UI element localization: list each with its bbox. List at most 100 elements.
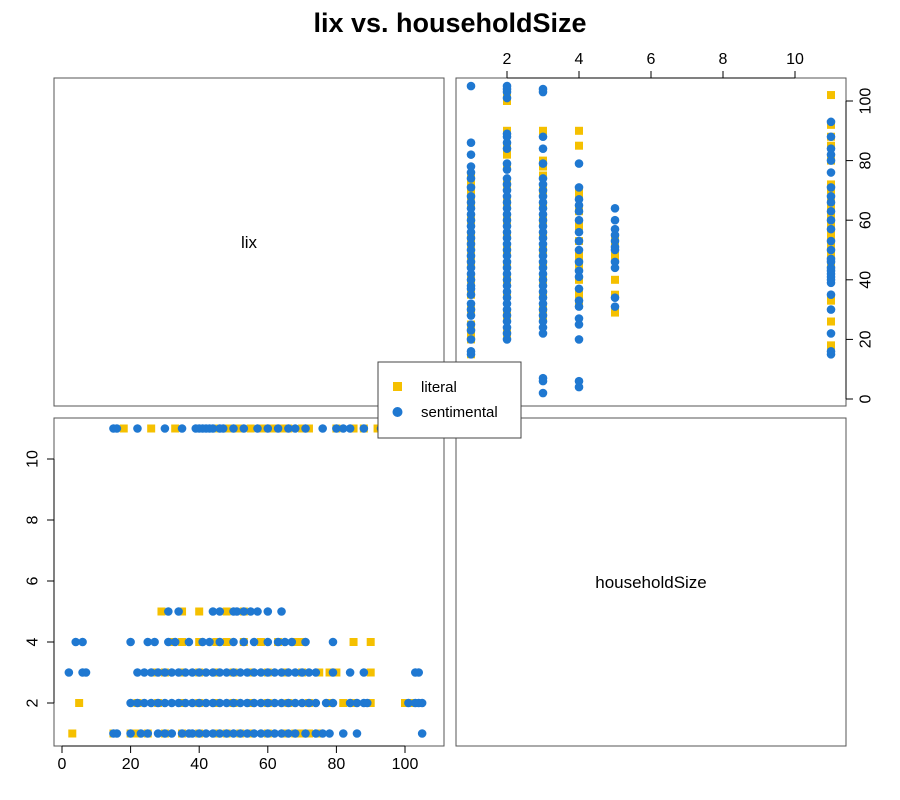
point-sentimental <box>160 698 170 708</box>
right-axis-tick-label: 40 <box>858 271 875 289</box>
point-sentimental <box>167 729 177 738</box>
diagonal-label-lix: lix <box>241 233 258 252</box>
diagonal-label-householdsize: householdSize <box>595 573 707 592</box>
panel-lix-diagonal <box>53 77 445 407</box>
point-sentimental <box>208 607 218 616</box>
point-sentimental <box>239 607 249 616</box>
point-sentimental <box>826 329 836 338</box>
point-sentimental <box>253 424 262 433</box>
point-sentimental <box>160 424 170 433</box>
point-sentimental <box>174 698 183 708</box>
bottom-axis-tick-label: 60 <box>259 756 277 773</box>
point-sentimental <box>466 162 476 171</box>
point-literal <box>827 341 835 350</box>
point-sentimental <box>502 186 512 195</box>
point-sentimental <box>538 180 548 189</box>
point-literal <box>611 308 619 317</box>
point-sentimental <box>167 698 177 708</box>
point-sentimental <box>140 668 149 677</box>
point-sentimental <box>208 668 218 677</box>
point-sentimental <box>610 236 620 246</box>
point-sentimental <box>417 729 427 738</box>
point-sentimental <box>538 329 548 338</box>
point-sentimental <box>256 729 266 738</box>
point-sentimental <box>256 698 266 708</box>
chart-title: lix vs. householdSize <box>313 8 586 38</box>
point-sentimental <box>318 424 327 433</box>
point-sentimental <box>160 668 170 677</box>
point-sentimental <box>826 254 836 264</box>
point-sentimental <box>466 138 476 148</box>
point-sentimental <box>538 245 548 255</box>
point-sentimental <box>318 729 327 738</box>
point-sentimental <box>610 203 620 213</box>
point-sentimental <box>263 698 273 708</box>
point-sentimental <box>826 183 836 192</box>
point-sentimental <box>466 221 476 231</box>
point-sentimental <box>502 81 512 91</box>
point-sentimental <box>290 424 300 433</box>
point-sentimental <box>502 269 512 279</box>
points-upper-panel <box>466 81 836 398</box>
point-literal <box>575 126 583 135</box>
point-sentimental <box>466 320 476 329</box>
point-sentimental <box>574 201 584 210</box>
point-sentimental <box>284 729 293 738</box>
point-sentimental <box>466 326 476 335</box>
top-axis-tick-label: 10 <box>786 51 804 68</box>
point-sentimental <box>181 668 190 677</box>
point-sentimental <box>826 224 836 234</box>
point-literal <box>349 638 358 646</box>
point-sentimental <box>263 729 273 738</box>
point-sentimental <box>574 296 584 305</box>
point-sentimental <box>502 323 512 332</box>
point-sentimental <box>538 239 548 249</box>
point-sentimental <box>826 150 836 159</box>
point-sentimental <box>610 293 620 302</box>
point-literal <box>157 607 166 616</box>
right-axis-tick-label: 60 <box>858 211 875 229</box>
point-sentimental <box>301 424 310 433</box>
point-sentimental <box>143 729 153 738</box>
point-sentimental <box>502 203 512 213</box>
point-sentimental <box>205 637 214 647</box>
point-sentimental <box>574 376 584 386</box>
point-sentimental <box>215 698 225 708</box>
point-sentimental <box>133 698 142 708</box>
point-sentimental <box>297 698 307 708</box>
point-sentimental <box>345 698 355 708</box>
point-sentimental <box>538 299 548 308</box>
point-literal <box>339 699 348 707</box>
point-sentimental <box>404 698 413 708</box>
point-sentimental <box>826 206 836 216</box>
point-sentimental <box>417 698 427 708</box>
point-sentimental <box>164 637 173 647</box>
point-sentimental <box>174 668 183 677</box>
point-sentimental <box>574 382 584 392</box>
point-sentimental <box>826 215 836 225</box>
point-literal <box>222 607 231 616</box>
point-sentimental <box>270 729 279 738</box>
right-axis-tick-label: 20 <box>858 330 875 348</box>
point-sentimental <box>325 729 334 738</box>
point-sentimental <box>338 729 348 738</box>
point-literal <box>827 317 835 326</box>
point-sentimental <box>153 668 163 677</box>
point-sentimental <box>112 424 122 433</box>
point-sentimental <box>538 144 548 153</box>
point-sentimental <box>263 637 273 647</box>
point-sentimental <box>502 221 512 231</box>
point-sentimental <box>466 192 476 201</box>
left-axis-tick-label: 2 <box>25 698 42 707</box>
point-sentimental <box>538 287 548 297</box>
point-sentimental <box>466 257 476 267</box>
point-sentimental <box>284 424 293 433</box>
point-sentimental <box>574 159 584 168</box>
point-sentimental <box>242 698 252 708</box>
point-sentimental <box>140 698 149 708</box>
point-literal <box>575 222 583 231</box>
point-literal <box>195 607 204 616</box>
point-sentimental <box>610 230 620 240</box>
point-sentimental <box>352 729 362 738</box>
point-sentimental <box>249 698 259 708</box>
